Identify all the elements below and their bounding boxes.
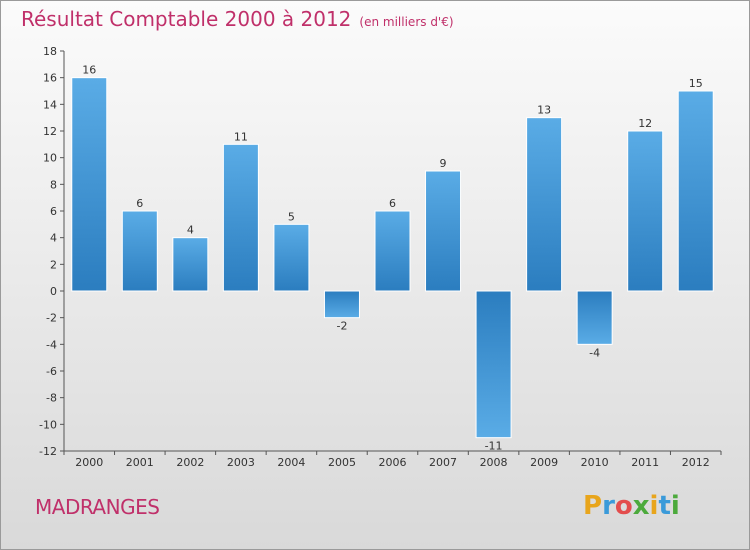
bar xyxy=(323,290,360,319)
logo-letter: x xyxy=(632,491,650,521)
x-tick-label: 2005 xyxy=(328,456,356,469)
x-tick-label: 2006 xyxy=(379,456,407,469)
y-tick-label: 12 xyxy=(43,125,57,138)
data-label: 5 xyxy=(288,210,295,223)
bar xyxy=(425,170,462,292)
y-tick-label: -4 xyxy=(46,338,57,351)
x-tick-label: 2003 xyxy=(227,456,255,469)
data-label: -4 xyxy=(589,346,600,359)
x-tick-label: 2012 xyxy=(682,456,710,469)
y-tick-label: -8 xyxy=(46,392,57,405)
logo-letter: i xyxy=(670,491,680,521)
y-tick-label: 4 xyxy=(50,232,57,245)
y-tick-label: 0 xyxy=(50,285,57,298)
bar xyxy=(71,77,108,292)
y-tick-label: -10 xyxy=(39,418,57,431)
bar xyxy=(374,210,411,292)
y-tick-label: 10 xyxy=(43,152,57,165)
data-label: -2 xyxy=(336,320,347,333)
bar xyxy=(121,210,158,292)
data-label: 16 xyxy=(82,64,96,77)
bar xyxy=(475,290,512,439)
chart-title: Résultat Comptable 2000 à 2012 (en millie… xyxy=(21,7,454,31)
y-tick-label: -12 xyxy=(39,445,57,458)
x-tick-label: 2000 xyxy=(75,456,103,469)
commune-name: MADRANGES xyxy=(35,495,160,519)
x-tick-label: 2007 xyxy=(429,456,457,469)
logo-letter: t xyxy=(658,491,671,521)
logo-letter: o xyxy=(614,491,633,521)
y-tick-label: 8 xyxy=(50,178,57,191)
bar xyxy=(627,130,664,292)
bar xyxy=(222,143,259,292)
y-tick-label: 14 xyxy=(43,98,57,111)
logo-letter: i xyxy=(649,491,659,521)
bar xyxy=(677,90,714,292)
proxiti-logo: Proxiti xyxy=(583,491,680,521)
chart-subtitle: (en milliers d'€) xyxy=(359,15,454,29)
data-label: 6 xyxy=(136,197,143,210)
data-label: 4 xyxy=(187,224,194,237)
y-tick-label: -2 xyxy=(46,312,57,325)
x-tick-label: 2002 xyxy=(176,456,204,469)
x-tick-label: 2004 xyxy=(277,456,305,469)
data-label: 9 xyxy=(440,157,447,170)
bar xyxy=(526,117,563,292)
data-label: 13 xyxy=(537,104,551,117)
y-tick-label: 18 xyxy=(43,45,57,58)
x-tick-label: 2011 xyxy=(631,456,659,469)
x-tick-label: 2010 xyxy=(581,456,609,469)
bar xyxy=(576,290,613,345)
data-label: 15 xyxy=(689,77,703,90)
logo-letter: r xyxy=(602,491,615,521)
y-tick-label: 6 xyxy=(50,205,57,218)
data-label: 11 xyxy=(234,130,248,143)
x-tick-label: 2008 xyxy=(480,456,508,469)
y-tick-label: 2 xyxy=(50,258,57,271)
x-tick-label: 2009 xyxy=(530,456,558,469)
bar xyxy=(172,237,209,292)
y-tick-label: -6 xyxy=(46,365,57,378)
logo-letter: P xyxy=(583,491,603,521)
x-tick-label: 2001 xyxy=(126,456,154,469)
y-tick-label: 16 xyxy=(43,72,57,85)
data-label: -11 xyxy=(485,440,503,453)
data-label: 6 xyxy=(389,197,396,210)
data-label: 12 xyxy=(638,117,652,130)
bar xyxy=(273,223,310,292)
